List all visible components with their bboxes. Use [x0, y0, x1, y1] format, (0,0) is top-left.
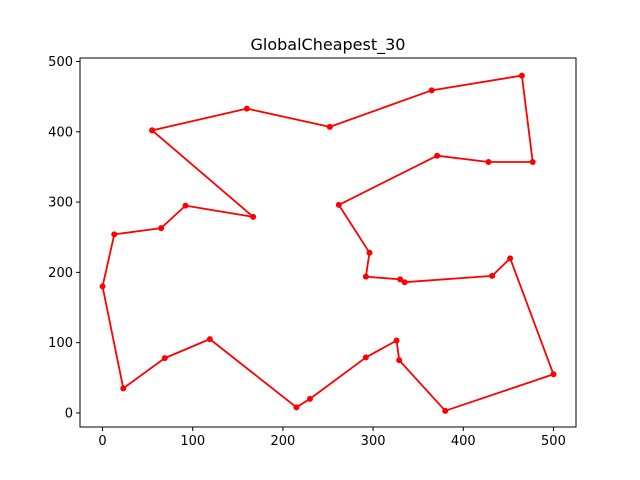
data-point [550, 371, 557, 378]
data-point [489, 272, 496, 279]
y-tick-label: 100 [48, 336, 73, 351]
data-point [362, 354, 369, 361]
data-point [396, 357, 403, 364]
y-tick-label: 200 [48, 266, 73, 281]
data-point [293, 404, 300, 411]
data-point [397, 276, 404, 283]
data-point [428, 87, 435, 94]
data-point [99, 283, 106, 290]
x-axis: 0 100 200 300 400 500 [98, 427, 566, 449]
y-axis: 0 100 200 300 400 500 [48, 55, 80, 421]
data-point [326, 123, 333, 130]
data-point [401, 279, 408, 286]
x-tick-label: 400 [451, 434, 476, 449]
data-point [393, 337, 400, 344]
y-tick-label: 0 [65, 406, 73, 421]
y-tick-label: 500 [48, 55, 73, 70]
x-tick-label: 500 [541, 434, 566, 449]
plot-frame [79, 57, 577, 428]
data-point [206, 336, 213, 343]
chart-title: GlobalCheapest_30 [251, 35, 406, 55]
data-point [182, 202, 189, 209]
data-point [518, 72, 525, 79]
data-point [158, 225, 165, 232]
data-point [434, 152, 441, 159]
data-point [485, 159, 492, 166]
data-point [366, 249, 373, 256]
x-tick-label: 100 [180, 434, 205, 449]
plot-area [80, 58, 576, 427]
x-tick-label: 200 [270, 434, 295, 449]
y-tick-label: 400 [48, 125, 73, 140]
data-point [507, 255, 514, 262]
data-point [306, 395, 313, 402]
data-point [120, 385, 127, 392]
data-point [250, 213, 257, 220]
data-point [161, 355, 168, 362]
data-point [149, 127, 156, 134]
data-point [111, 231, 118, 238]
x-tick-label: 300 [361, 434, 386, 449]
data-point [243, 105, 250, 112]
x-tick-label: 0 [98, 434, 106, 449]
data-point [442, 407, 449, 414]
y-tick-label: 300 [48, 196, 73, 211]
data-point [335, 201, 342, 208]
series-layer [99, 72, 557, 414]
data-point [529, 159, 536, 166]
data-point [362, 273, 369, 280]
